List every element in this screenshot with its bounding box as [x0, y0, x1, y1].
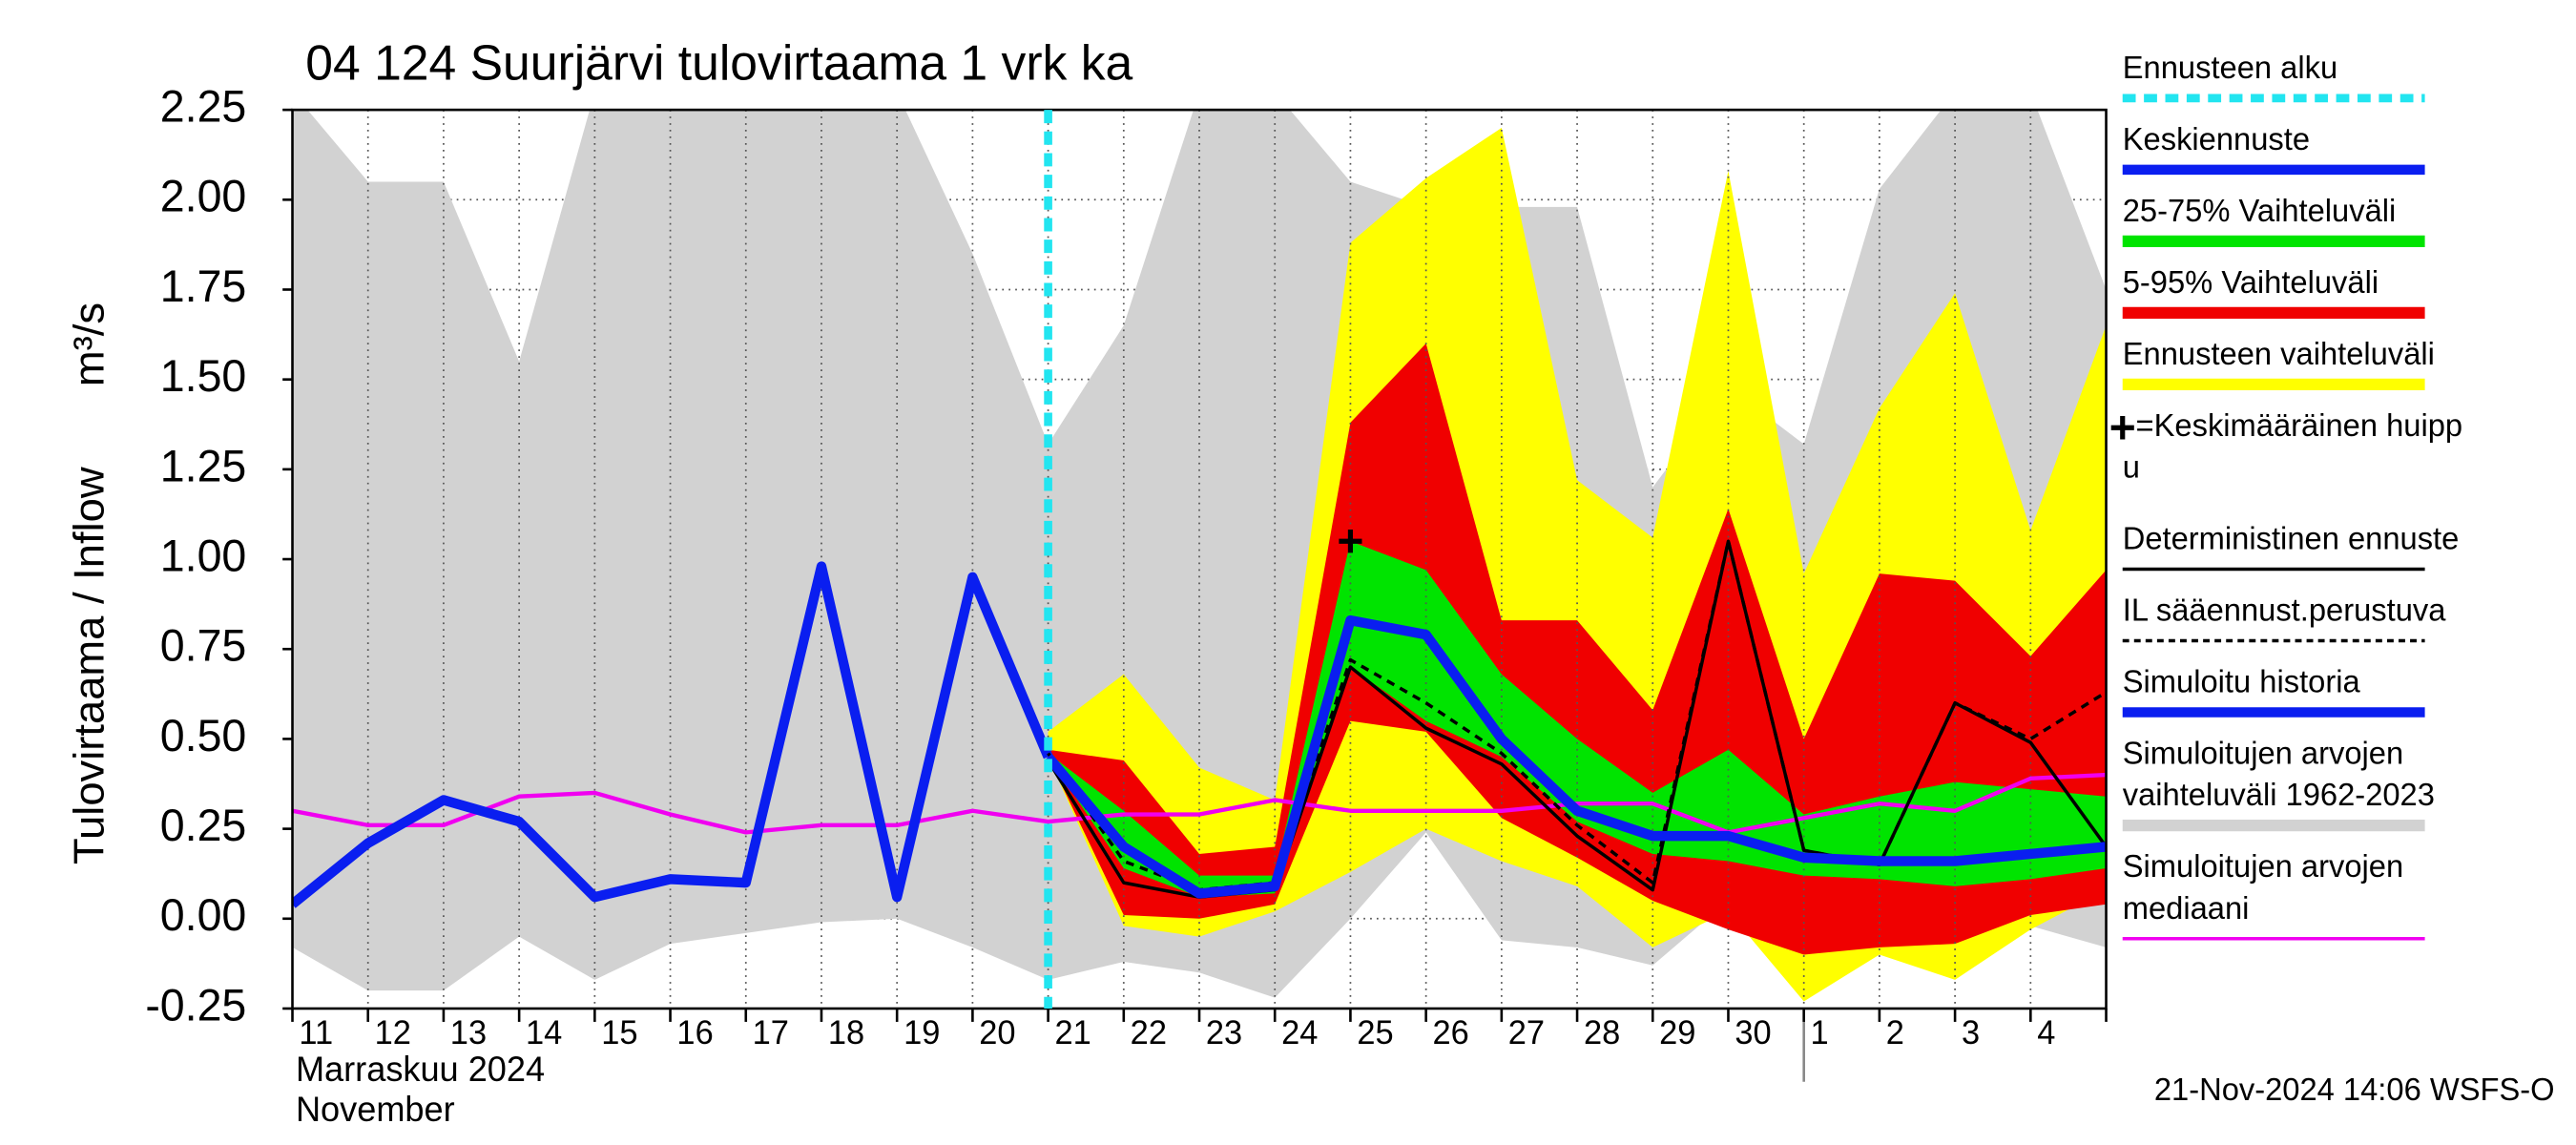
- x-tick-label: 13: [450, 1015, 487, 1051]
- x-tick-label: 22: [1131, 1015, 1167, 1051]
- x-tick-label: 23: [1206, 1015, 1242, 1051]
- y-tick-label: -0.25: [145, 980, 246, 1030]
- legend-label: Ennusteen alku: [2123, 50, 2337, 85]
- x-tick-label: 21: [1054, 1015, 1091, 1051]
- chart-title: 04 124 Suurjärvi tulovirtaama 1 vrk ka: [305, 35, 1132, 91]
- x-tick-label: 18: [828, 1015, 864, 1051]
- x-tick-label: 1: [1811, 1015, 1829, 1051]
- series-line: [1044, 614, 2107, 899]
- series-line: [292, 561, 1053, 908]
- x-tick-label: 20: [979, 1015, 1015, 1051]
- legend-label: 5-95% Vaihteluväli: [2123, 264, 2379, 300]
- x-tick-label: 25: [1357, 1015, 1393, 1051]
- x-tick-label: 16: [676, 1015, 713, 1051]
- y-tick-label: 1.75: [160, 261, 246, 311]
- legend-label: Deterministinen ennuste: [2123, 520, 2460, 555]
- y-tick-label: 0.75: [160, 620, 246, 670]
- x-tick-label: 26: [1433, 1015, 1469, 1051]
- y-tick-label: 0.50: [160, 711, 246, 760]
- legend-label: Simuloitujen arvojen: [2123, 848, 2403, 884]
- legend-label: u: [2123, 448, 2140, 484]
- range-band: [1048, 541, 2107, 898]
- legend-label: =Keskimääräinen huipp: [2136, 407, 2463, 443]
- y-tick-label: 0.25: [160, 801, 246, 850]
- x-tick-label: 28: [1584, 1015, 1620, 1051]
- peak-marker: [1339, 530, 1362, 553]
- y-axis-label: Tulovirtaama / Inflow: [65, 467, 114, 864]
- legend-label: 25-75% Vaihteluväli: [2123, 193, 2397, 228]
- x-tick-label: 24: [1281, 1015, 1318, 1051]
- legend-label: Keskiennuste: [2123, 121, 2310, 156]
- x-tick-label: 29: [1659, 1015, 1695, 1051]
- legend-label: vaihteluväli 1962-2023: [2123, 777, 2435, 812]
- x-tick-label: 4: [2037, 1015, 2055, 1051]
- legend-label: mediaani: [2123, 890, 2250, 926]
- series-line: [292, 772, 2107, 835]
- plot-area: [292, 110, 2107, 1009]
- x-tick-label: 12: [375, 1015, 411, 1051]
- x-tick-label: 30: [1735, 1015, 1771, 1051]
- y-tick-label: 1.00: [160, 531, 246, 580]
- legend-label: Simuloitujen arvojen: [2123, 735, 2403, 770]
- legend-label: Ennusteen vaihteluväli: [2123, 336, 2435, 371]
- timestamp: 21-Nov-2024 14:06 WSFS-O: [2154, 1072, 2555, 1107]
- x-tick-label: 15: [601, 1015, 637, 1051]
- x-tick-label: 17: [753, 1015, 789, 1051]
- legend-marker: [2110, 416, 2134, 440]
- y-tick-label: 0.00: [160, 890, 246, 940]
- y-tick-label: 2.25: [160, 81, 246, 131]
- legend-label: Simuloitu historia: [2123, 663, 2361, 698]
- x-tick-label: 19: [904, 1015, 940, 1051]
- y-tick-label: 1.50: [160, 351, 246, 401]
- x-tick-label: 11: [299, 1015, 333, 1051]
- x-tick-label: 27: [1508, 1015, 1545, 1051]
- y-tick-label: 2.00: [160, 171, 246, 220]
- month-label-en: November: [296, 1090, 455, 1129]
- y-axis-unit: m³/s: [65, 302, 114, 386]
- month-label-fi: Marraskuu 2024: [296, 1050, 545, 1089]
- x-tick-label: 3: [1962, 1015, 1980, 1051]
- legend-label: IL sääennust.perustuva: [2123, 592, 2446, 627]
- y-tick-label: 1.25: [160, 441, 246, 490]
- legend: Ennusteen alku Keskiennuste 25-75% Vaihtel…: [2110, 50, 2463, 941]
- x-tick-label: 2: [1886, 1015, 1904, 1051]
- x-tick-label: 14: [526, 1015, 562, 1051]
